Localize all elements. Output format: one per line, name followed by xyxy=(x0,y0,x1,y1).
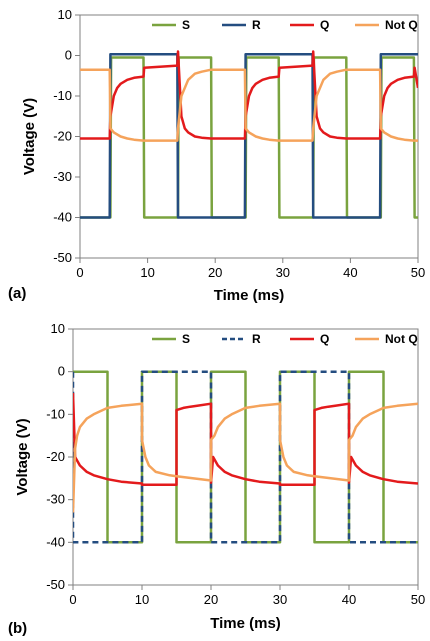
y-axis-title: Voltage (V) xyxy=(21,98,38,175)
x-tick-label: 30 xyxy=(273,592,287,607)
legend-label: R xyxy=(252,18,261,32)
y-tick-label: -20 xyxy=(46,449,65,464)
y-tick-label: 10 xyxy=(51,321,65,336)
plot-area-frame xyxy=(79,14,419,259)
chart-panel-1: 10 0 -10 -20 -30 -40 -50 0 10 20 30 40 50 Time (ms) Vo… xyxy=(8,321,425,637)
x-tick-label: 40 xyxy=(342,592,356,607)
x-tick-label: 50 xyxy=(411,265,425,280)
legend-label: Q xyxy=(320,18,329,32)
series-line-q xyxy=(73,392,418,486)
x-tick-label: 0 xyxy=(69,592,76,607)
panel-label: (b) xyxy=(8,620,27,637)
y-tick-label: -10 xyxy=(46,406,65,421)
y-tick-label: 10 xyxy=(58,7,72,22)
y-tick-label: -20 xyxy=(53,129,72,144)
series-line-not-q xyxy=(80,68,418,142)
legend-label: S xyxy=(182,18,190,32)
y-tick-label: -10 xyxy=(53,88,72,103)
y-tick-label: -30 xyxy=(53,169,72,184)
x-tick-label: 10 xyxy=(140,265,154,280)
series-line-not-q xyxy=(73,402,418,513)
x-tick-label: 0 xyxy=(76,265,83,280)
y-tick-label: -40 xyxy=(53,210,72,225)
y-tick-label: -30 xyxy=(46,492,65,507)
x-tick-label: 30 xyxy=(276,265,290,280)
x-axis-title: Time (ms) xyxy=(214,287,285,304)
y-tick-label: -50 xyxy=(46,577,65,592)
x-tick-label: 50 xyxy=(411,592,425,607)
x-tick-label: 40 xyxy=(343,265,357,280)
series-line-q xyxy=(80,50,418,140)
y-tick-label: -50 xyxy=(53,250,72,265)
legend-label: S xyxy=(182,332,190,346)
x-tick-label: 20 xyxy=(208,265,222,280)
legend-label: Q xyxy=(320,332,329,346)
y-axis-title: Voltage (V) xyxy=(14,418,31,495)
y-tick-label: 0 xyxy=(65,48,72,63)
legend-label: R xyxy=(252,332,261,346)
legend-label: Not Q xyxy=(385,18,418,32)
y-tick-label: 0 xyxy=(58,364,65,379)
x-tick-label: 10 xyxy=(135,592,149,607)
x-tick-label: 20 xyxy=(204,592,218,607)
panel-label: (a) xyxy=(8,285,26,302)
legend-label: Not Q xyxy=(385,332,418,346)
chart-panel-0: 10 0 -10 -20 -30 -40 -50 0 10 20 30 40 50 Time (ms) Vo… xyxy=(8,7,425,304)
series-line-s xyxy=(73,370,418,544)
x-axis-title: Time (ms) xyxy=(210,615,281,632)
y-tick-label: -40 xyxy=(46,534,65,549)
